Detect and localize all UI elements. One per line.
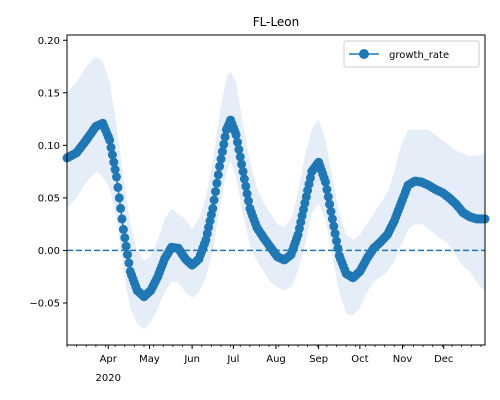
legend-label: growth_rate [389,50,449,61]
x-month-label: Aug [266,354,286,365]
x-month-label: Jun [183,354,200,365]
series-marker [211,187,220,197]
series-marker [333,243,343,253]
x-month-label: May [139,354,160,365]
series-marker [233,137,242,147]
x-month-label: Apr [100,354,118,365]
series-marker [231,130,241,140]
series-marker-layer [62,115,490,302]
series-marker [107,150,117,160]
legend-box [343,40,480,68]
series-marker [241,181,251,191]
y-tick-label: 0.00 [38,246,60,257]
series-marker [237,159,247,169]
x-month-label: Oct [351,354,368,365]
series-marker [118,224,128,234]
series-marker [242,189,252,199]
series-marker [330,229,340,239]
series-marker [220,132,230,142]
series-marker [238,167,248,177]
series-marker [327,214,337,224]
series-marker [322,185,332,194]
legend-marker-swatch [359,49,369,59]
series-marker [239,174,249,184]
series-marker [112,172,121,182]
legend: growth_rate [343,40,480,68]
x-year-label: 2020 [96,373,121,384]
series-marker [116,203,126,213]
series-marker [213,170,223,180]
series-marker [114,193,124,203]
series-marker [110,165,120,174]
series-marker [332,236,341,246]
series-marker [234,145,244,154]
x-axis: Apr May Jun Jul Aug Sep Oct Nov Dec 2020 [66,345,482,384]
series-marker [326,207,336,216]
series-marker [120,233,130,243]
series-marker [109,157,119,167]
series-marker [323,192,333,202]
series-marker [216,154,226,164]
series-marker [215,161,225,171]
series-marker [113,182,123,192]
y-tick-label: 0.05 [38,193,60,204]
series-marker [235,152,245,162]
series-marker [209,195,219,205]
series-marker [124,258,134,268]
y-tick-label: 0.15 [38,88,60,99]
chart-title: FL-Leon [253,15,300,29]
series-marker [121,241,131,251]
y-tick-label: −0.05 [29,298,60,309]
y-tick-label: 0.10 [38,141,60,152]
confidence-band [67,56,485,330]
series-marker [212,178,222,188]
series-marker [244,196,253,206]
series-marker [208,203,218,213]
x-month-label: Dec [434,354,453,365]
series-marker [123,250,132,260]
series-marker [117,214,127,224]
x-month-label: Jul [226,354,239,365]
confidence-band-layer [67,56,485,330]
series-marker [321,177,330,187]
series-marker [106,142,116,152]
series-marker [325,199,335,209]
x-month-label: Sep [309,354,328,365]
series-marker [217,147,227,157]
series-marker [219,139,229,149]
series-marker [105,135,115,145]
x-month-label: Nov [393,354,413,365]
y-tick-label: 0.20 [38,36,60,47]
series-marker [329,221,339,231]
y-axis: −0.05 0.00 0.05 0.10 0.15 0.20 [29,36,67,309]
